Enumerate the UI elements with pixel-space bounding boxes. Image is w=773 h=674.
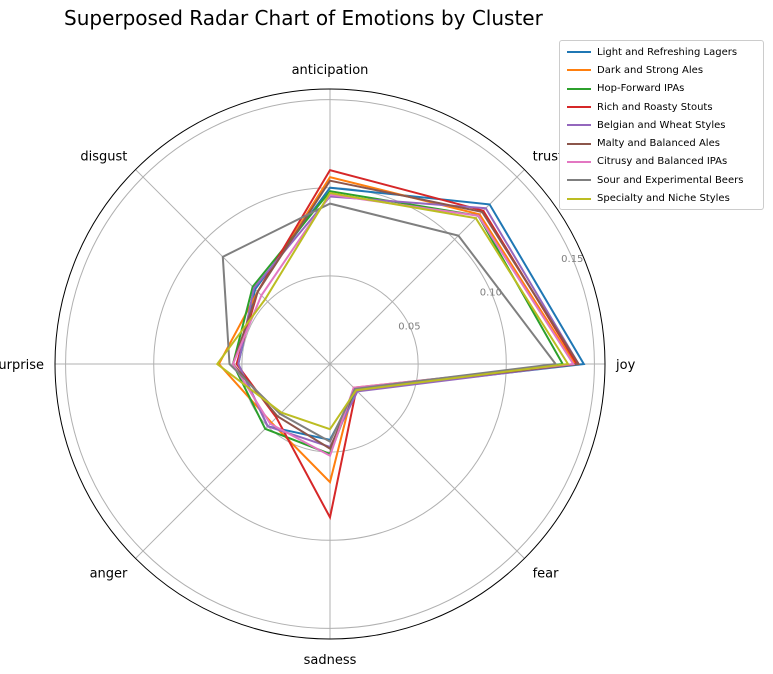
series-line (215, 191, 570, 431)
legend-label: Light and Refreshing Lagers (597, 46, 738, 58)
axis-label-surprise: surprise (0, 358, 44, 373)
axis-label-fear: fear (533, 567, 560, 582)
legend-swatch (567, 179, 591, 182)
legend-swatch (567, 51, 591, 54)
spoke-trust (329, 169, 525, 365)
spoke-anger (135, 363, 331, 559)
legend-swatch (567, 197, 591, 200)
r-tick-label: 0.05 (398, 321, 420, 332)
outer-frame (54, 88, 606, 640)
legend-swatch (567, 106, 591, 109)
legend-label: Citrusy and Balanced IPAs (597, 156, 728, 168)
axis-label-disgust: disgust (80, 149, 127, 164)
legend: Light and Refreshing Lagers Dark and Stro… (559, 40, 764, 210)
spoke-fear (329, 363, 525, 559)
axis-labels: joy trust anticipation disgust surprise anger… (0, 63, 636, 668)
legend-swatch (567, 142, 591, 145)
legend-item: Hop-Forward IPAs (560, 80, 763, 98)
axis-label-anticipation: anticipation (292, 63, 369, 78)
legend-swatch (567, 87, 591, 90)
legend-label: Specialty and Niche Styles (597, 193, 730, 205)
series-line (217, 175, 577, 485)
axis-label-joy: joy (615, 358, 636, 373)
legend-item: Belgian and Wheat Styles (560, 116, 763, 134)
r-tick-label: 0.15 (561, 254, 583, 265)
legend-item: Malty and Balanced Ales (560, 134, 763, 152)
legend-item: Citrusy and Balanced IPAs (560, 153, 763, 171)
legend-label: Hop-Forward IPAs (597, 83, 685, 95)
axis-label-trust: trust (533, 149, 564, 164)
grid-ring (65, 99, 595, 629)
legend-item: Rich and Roasty Stouts (560, 98, 763, 116)
series-layer (215, 168, 586, 521)
r-tick-label: 0.10 (480, 288, 502, 299)
legend-item: Sour and Experimental Beers (560, 171, 763, 189)
series-line (235, 168, 579, 521)
legend-label: Sour and Experimental Beers (597, 174, 744, 186)
legend-label: Dark and Strong Ales (597, 64, 704, 76)
series-line (221, 202, 558, 443)
legend-swatch (567, 69, 591, 72)
legend-label: Malty and Balanced Ales (597, 138, 720, 150)
axis-label-sadness: sadness (304, 653, 357, 668)
legend-swatch (567, 124, 591, 127)
axis-label-anger: anger (90, 567, 128, 582)
legend-label: Rich and Roasty Stouts (597, 101, 713, 113)
spoke-disgust (135, 169, 331, 365)
legend-item: Light and Refreshing Lagers (560, 43, 763, 61)
series-line (237, 186, 586, 441)
legend-swatch (567, 160, 591, 163)
legend-item: Specialty and Niche Styles (560, 189, 763, 207)
legend-item: Dark and Strong Ales (560, 61, 763, 79)
legend-label: Belgian and Wheat Styles (597, 119, 726, 131)
chart-title: Superposed Radar Chart of Emotions by Cl… (64, 6, 543, 30)
series-line (237, 195, 581, 449)
